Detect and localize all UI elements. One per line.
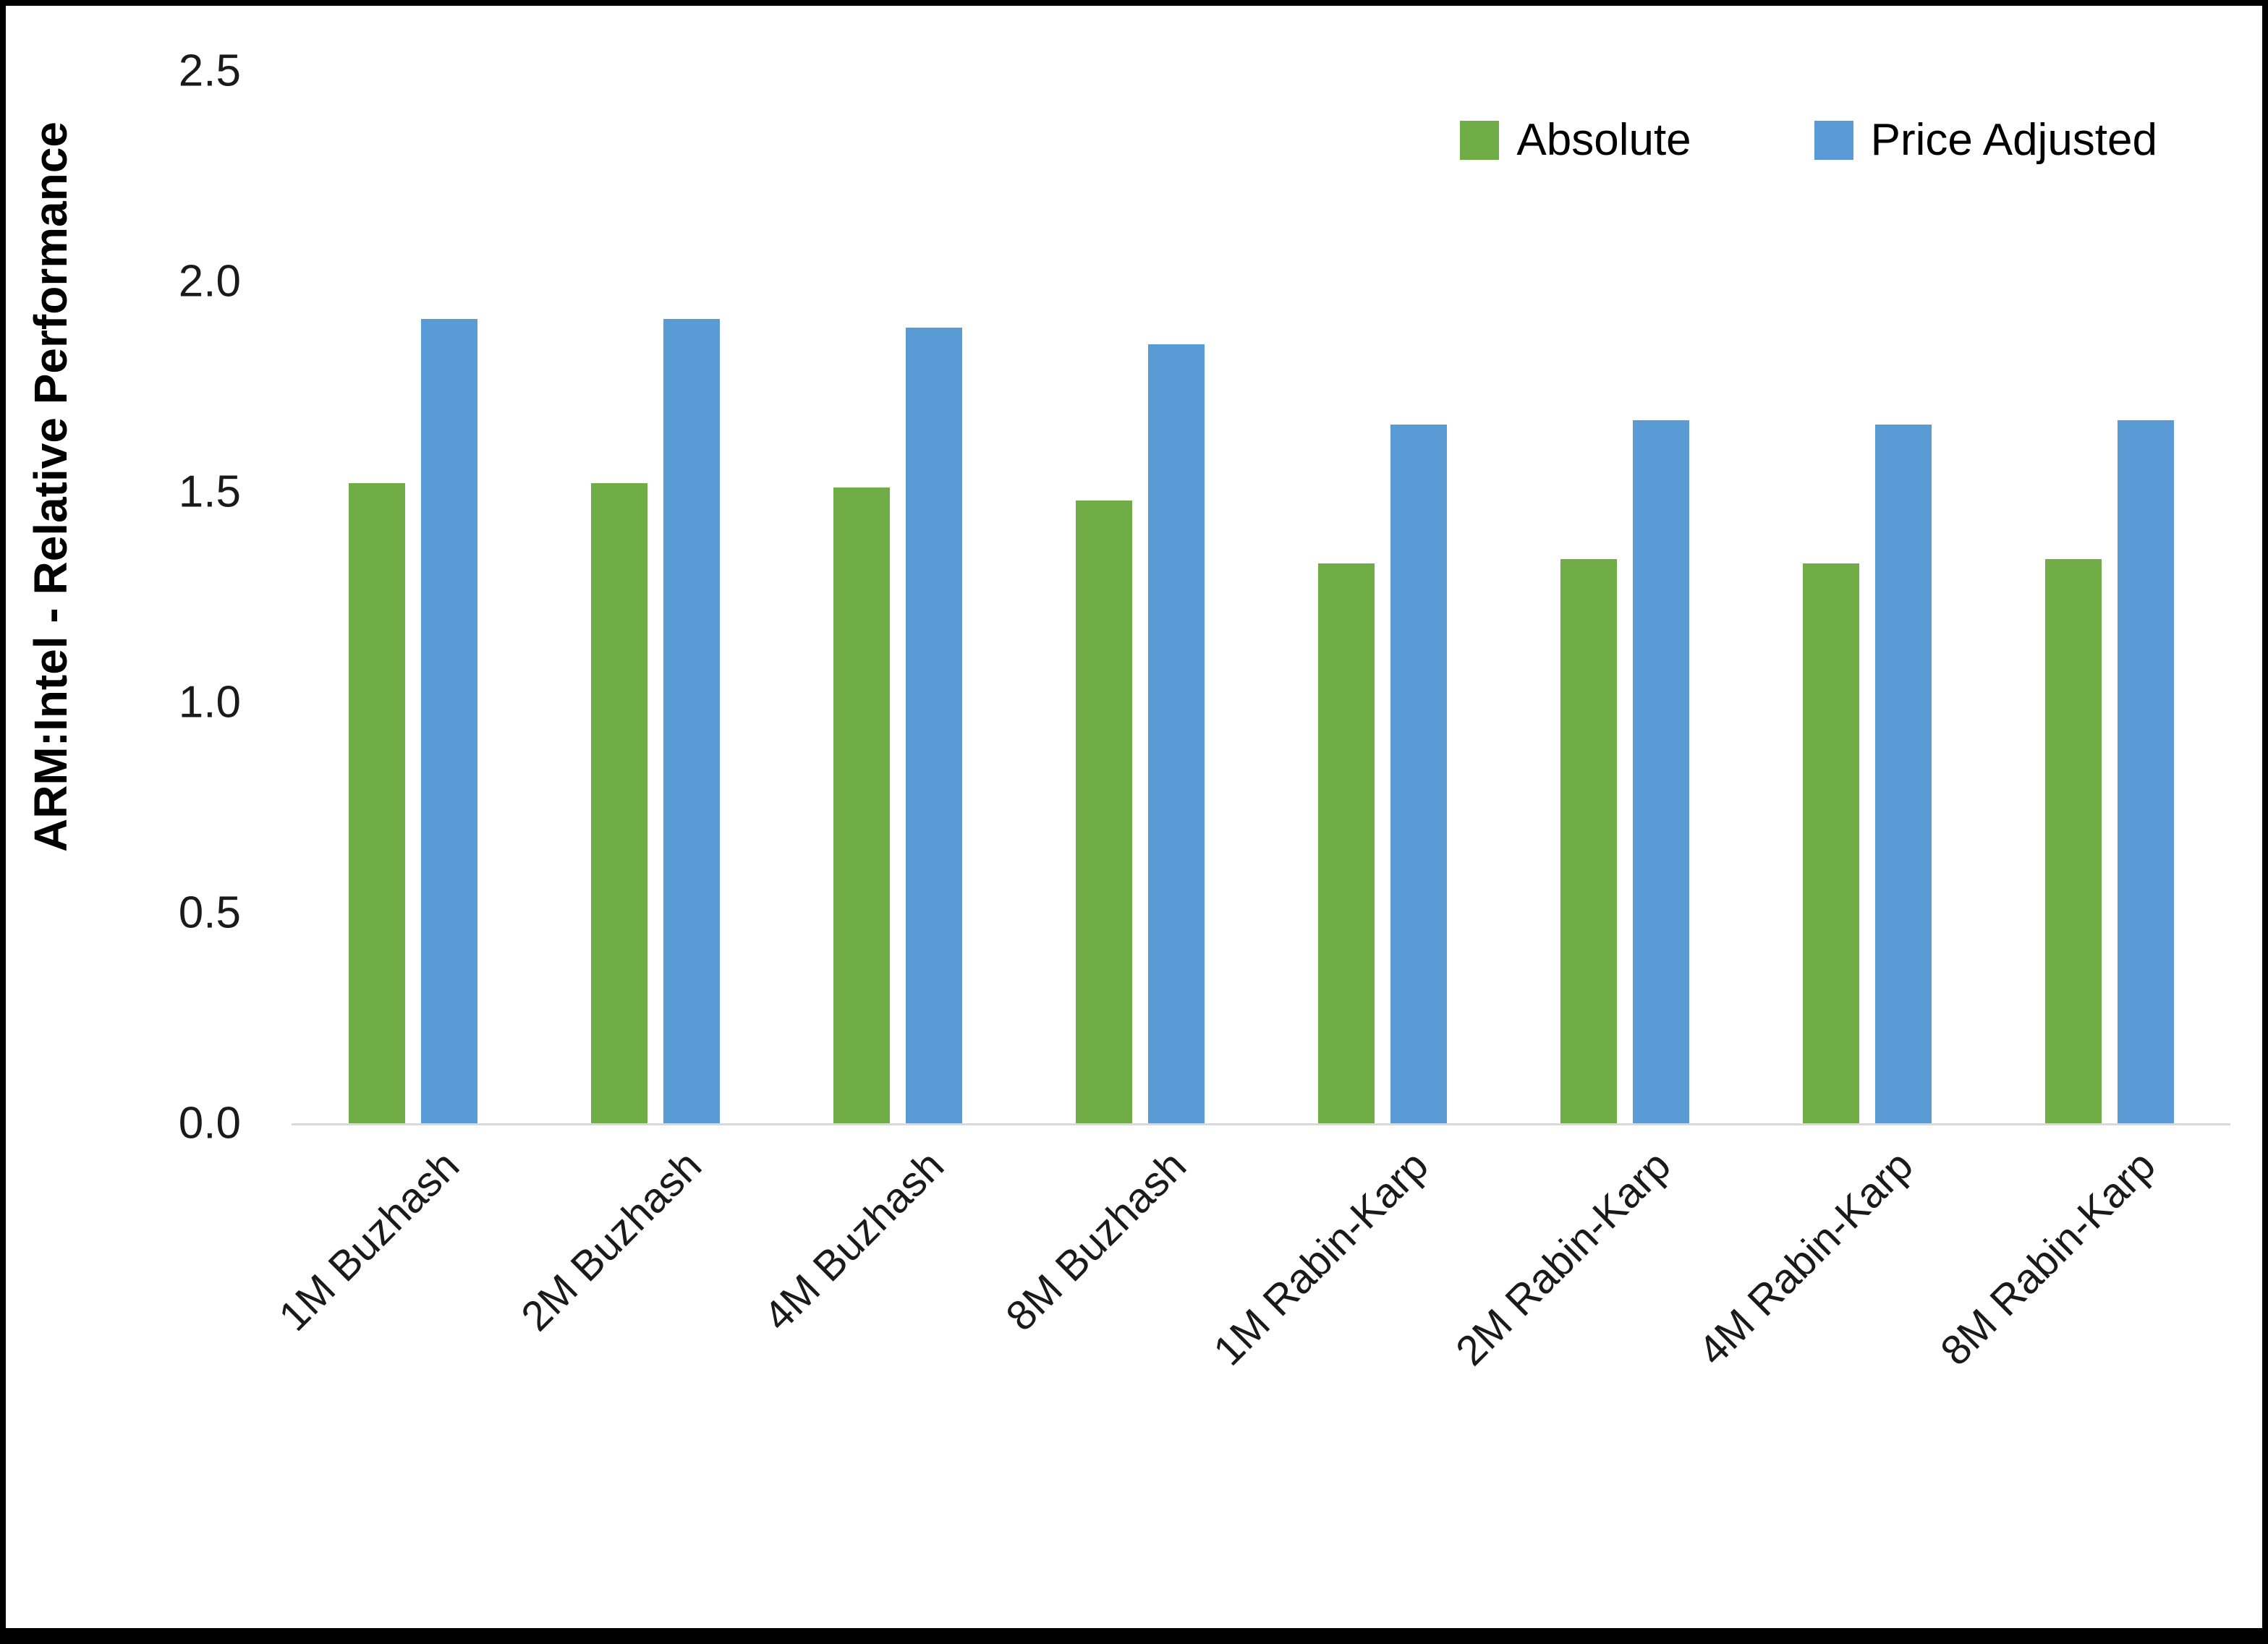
- bar-price-adjusted: [1147, 344, 1205, 1123]
- x-axis-label-cell: 2M Buzhash: [512, 1131, 776, 1551]
- y-tick-label: 2.0: [178, 256, 241, 307]
- y-tick-label: 0.0: [178, 1098, 241, 1149]
- bar-price-adjusted: [1390, 424, 1447, 1123]
- bar-absolute: [348, 483, 405, 1123]
- plot-area: [292, 71, 2230, 1125]
- bar-group: [1988, 71, 2230, 1123]
- y-tick-label: 1.5: [178, 467, 241, 517]
- legend-label-absolute: Absolute: [1516, 115, 1691, 165]
- bar-group: [776, 71, 1019, 1123]
- bar-absolute: [2044, 559, 2102, 1123]
- bar-groups: [292, 71, 2230, 1123]
- legend-swatch-absolute-icon: [1460, 120, 1500, 160]
- bar-price-adjusted: [1632, 420, 1689, 1123]
- x-axis-label: 4M Buzhash: [755, 1141, 954, 1340]
- legend-label-price-adjusted: Price Adjusted: [1870, 115, 2157, 165]
- bar-absolute: [1802, 563, 1859, 1123]
- bar-group: [292, 71, 534, 1123]
- legend-item-price-adjusted: Price Adjusted: [1814, 114, 2157, 166]
- x-axis-labels: 1M Buzhash 2M Buzhash 4M Buzhash 8M Buzhash…: [270, 1131, 2230, 1551]
- bar-price-adjusted: [905, 328, 962, 1123]
- y-tick-labels: 0.0 0.5 1.0 1.5 2.0 2.5: [78, 46, 241, 1149]
- x-axis-label: 1M Buzhash: [270, 1141, 469, 1340]
- bar-absolute: [1560, 559, 1617, 1123]
- bar-group: [1261, 71, 1503, 1123]
- x-axis-label-cell: 1M Buzhash: [270, 1131, 534, 1551]
- bar-absolute: [1075, 500, 1132, 1123]
- bar-absolute: [1317, 563, 1375, 1123]
- legend: Absolute Price Adjusted: [1460, 114, 2157, 166]
- y-tick-label: 0.5: [178, 887, 241, 938]
- bar-group: [534, 71, 776, 1123]
- bar-group: [1503, 71, 1746, 1123]
- bar-price-adjusted: [420, 319, 477, 1123]
- y-tick-label: 2.5: [178, 46, 241, 96]
- legend-item-absolute: Absolute: [1460, 114, 1691, 166]
- y-axis-title: ARM:Intel - Relative Performance: [25, 121, 77, 853]
- bar-price-adjusted: [663, 319, 720, 1123]
- bar-group: [1019, 71, 1261, 1123]
- bar-absolute: [590, 483, 647, 1123]
- x-axis-label-cell: 8M Rabin-Karp: [1932, 1131, 2230, 1551]
- x-axis-label-cell: 4M Buzhash: [755, 1131, 1019, 1551]
- legend-swatch-price-adjusted-icon: [1814, 120, 1853, 160]
- bar-price-adjusted: [1874, 424, 1932, 1123]
- bar-absolute: [833, 487, 890, 1123]
- x-axis-label: 2M Buzhash: [512, 1141, 711, 1340]
- x-axis-label: 8M Buzhash: [997, 1141, 1196, 1340]
- bar-group: [1746, 71, 1988, 1123]
- bar-price-adjusted: [2117, 420, 2174, 1123]
- y-tick-label: 1.0: [178, 677, 241, 728]
